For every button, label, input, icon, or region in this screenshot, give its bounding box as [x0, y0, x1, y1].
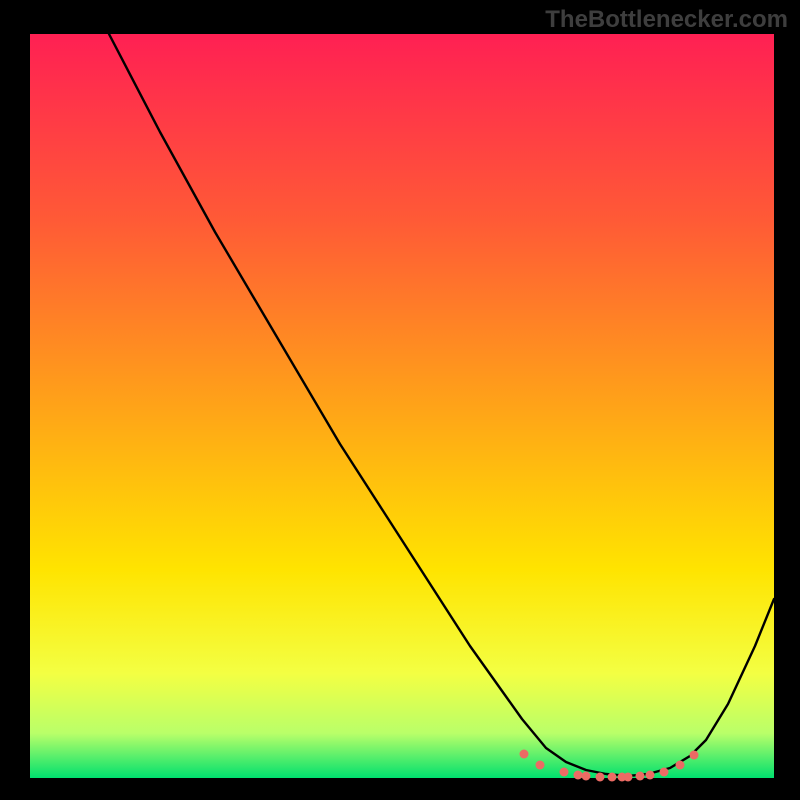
curve-dot: [646, 771, 655, 780]
chart-stage: TheBottlenecker.com: [0, 0, 800, 800]
curve-dot: [636, 772, 645, 781]
curve-dot: [624, 773, 633, 782]
curve-dot: [560, 768, 569, 777]
curve-dot: [574, 771, 583, 780]
bottleneck-curve: [109, 34, 774, 776]
curve-dot: [660, 768, 669, 777]
dot-group: [520, 750, 699, 782]
curve-dot: [582, 772, 591, 781]
curve-dot: [608, 773, 617, 782]
curve-layer: [0, 0, 800, 800]
curve-dot: [690, 751, 699, 760]
curve-dot: [676, 761, 685, 770]
curve-dot: [536, 761, 545, 770]
curve-group: [109, 34, 774, 782]
curve-dot: [596, 773, 605, 782]
watermark-text: TheBottlenecker.com: [545, 6, 788, 34]
curve-dot: [520, 750, 529, 759]
